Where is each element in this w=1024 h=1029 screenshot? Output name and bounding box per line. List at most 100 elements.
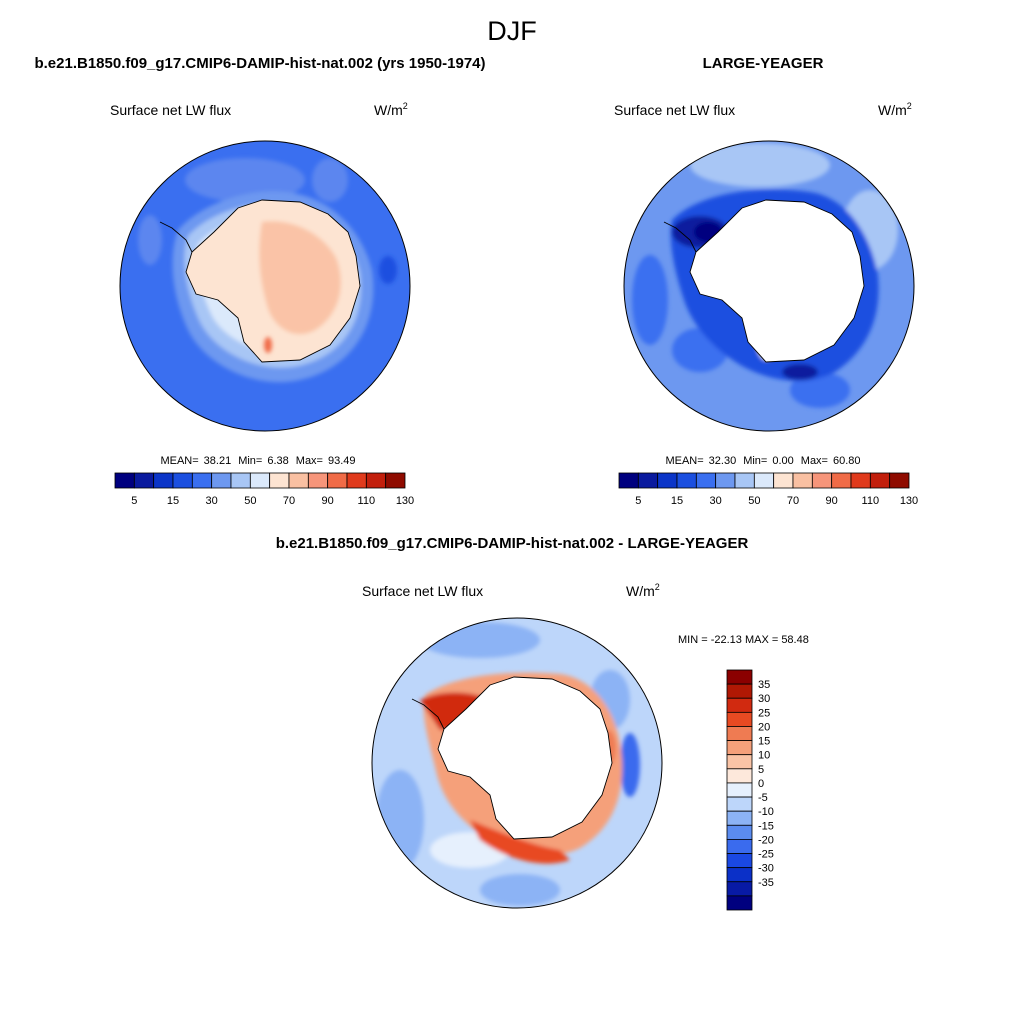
panel-obs-stats: MEAN= 32.30 Min= 0.00 Max= 60.80 [665,455,860,467]
colorbar-tick-label: 15 [167,495,179,507]
colorbar-swatch [726,796,753,812]
colorbar-tick-label: 10 [758,750,770,762]
colorbar-tick-label: 15 [671,495,683,507]
colorbar-swatch [365,472,387,489]
colorbar-swatch [726,754,753,770]
panel-diff-units: W/m2 [626,582,660,599]
polar-map-obs [624,141,914,431]
colorbar-swatch [346,472,367,489]
colorbar-swatch [726,810,753,826]
colorbar-swatch [726,839,753,854]
colorbar-swatch [726,881,753,897]
colorbar-swatch [715,472,736,489]
panel-obs-variable: Surface net LW flux [614,102,735,118]
colorbar-tick-label: 5 [131,495,137,507]
colorbar-swatch [153,472,174,489]
colorbar-tick-label: -10 [758,806,774,818]
colorbar-swatch [249,472,271,489]
polar-map-model [120,141,410,431]
colorbar-swatch [726,726,753,741]
panel-diff-variable: Surface net LW flux [362,583,483,599]
colorbar-tick-label: 50 [748,495,760,507]
colorbar-tick-label: 15 [758,736,770,748]
colorbar-swatch [676,472,697,489]
colorbar-swatch [191,472,213,489]
colorbar-obs: 5 15 30 50 70 90 110 130 [618,472,918,507]
colorbar-tick-label: -30 [758,863,774,875]
colorbar-swatch [726,824,753,840]
colorbar-tick-label: -25 [758,849,774,861]
colorbar-tick-label: -35 [758,877,774,889]
colorbar-swatch [657,472,678,489]
panel-model-units: W/m2 [374,101,408,118]
colorbar-swatch [889,472,910,489]
colorbar-tick-label: 5 [758,764,764,776]
colorbar-swatch [726,895,753,911]
colorbar-swatch [869,472,891,489]
colorbar-swatch [269,472,290,489]
colorbar-diff: 35 30 25 20 15 10 5 0 -5 -10 -15 -20 -25 -30 -35 [726,669,774,911]
colorbar-tick-label: -15 [758,820,774,832]
colorbar-tick-label: 130 [900,495,918,507]
panel-diff-title: b.e21.B1850.f09_g17.CMIP6-DAMIP-hist-nat… [276,535,749,552]
colorbar-swatch [230,472,251,489]
antarctica-land [437,676,613,840]
panel-model-title: b.e21.B1850.f09_g17.CMIP6-DAMIP-hist-nat… [34,55,485,72]
units-base: W/m [374,102,403,118]
colorbar-swatch [618,472,639,489]
colorbar-swatch [385,472,406,489]
colorbar-tick-label: 30 [710,495,722,507]
units-exponent: 2 [655,582,660,592]
panel-obs-title: LARGE-YEAGER [703,55,824,72]
panel-obs: LARGE-YEAGER Surface net LW flux W/m2 ME… [614,55,918,507]
figure-title: DJF [487,16,537,46]
panel-model-variable: Surface net LW flux [110,102,231,118]
colorbar-tick-label: 130 [396,495,414,507]
panel-model: b.e21.B1850.f09_g17.CMIP6-DAMIP-hist-nat… [34,55,485,507]
colorbar-tick-label: 25 [758,707,770,719]
colorbar-tick-label: 30 [758,693,770,705]
colorbar-tick-label: 20 [758,721,770,733]
colorbar-model: 5 15 30 50 70 90 110 130 [114,472,414,507]
colorbar-tick-label: 110 [358,495,376,507]
antarctica-land [689,199,865,363]
colorbar-tick-label: 70 [787,495,799,507]
colorbar-swatch [307,472,329,489]
colorbar-swatch [726,853,753,869]
colorbar-tick-label: 90 [322,495,334,507]
colorbar-swatch [773,472,794,489]
colorbar-swatch [726,740,753,756]
polar-map-diff-border [371,617,663,909]
units-base: W/m [878,102,907,118]
colorbar-swatch [726,711,753,727]
polar-map-diff [372,618,662,908]
units-exponent: 2 [907,101,912,111]
panel-model-stats: MEAN= 38.21 Min= 6.38 Max= 93.49 [160,455,355,467]
colorbar-swatch [850,472,871,489]
polar-map-obs-border [623,140,915,432]
colorbar-tick-label: 70 [283,495,295,507]
colorbar-swatch [726,782,753,798]
colorbar-swatch [211,472,232,489]
colorbar-swatch [114,472,135,489]
colorbar-tick-label: 5 [635,495,641,507]
colorbar-swatch [811,472,833,489]
colorbar-tick-label: -5 [758,792,768,804]
colorbar-swatch [726,683,753,699]
colorbar-swatch [726,697,753,713]
colorbar-swatch [172,472,193,489]
colorbar-swatch [133,472,155,489]
colorbar-tick-label: 110 [862,495,880,507]
units-exponent: 2 [403,101,408,111]
colorbar-tick-label: 50 [244,495,256,507]
polar-map-model-border [119,140,411,432]
colorbar-swatch [726,669,753,685]
colorbar-swatch [726,768,753,784]
colorbar-tick-label: 30 [206,495,218,507]
colorbar-swatch [726,867,753,883]
panel-diff-minmax: MIN = -22.13 MAX = 58.48 [678,634,809,646]
colorbar-swatch [327,472,348,489]
colorbar-tick-label: 35 [758,679,770,691]
colorbar-swatch [792,472,813,489]
